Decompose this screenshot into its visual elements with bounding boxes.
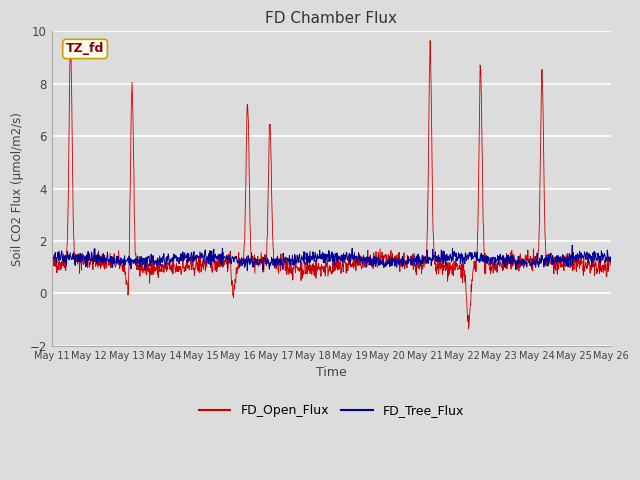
- Line: FD_Open_Flux: FD_Open_Flux: [52, 40, 611, 329]
- FD_Tree_Flux: [367, 254, 374, 260]
- Text: TZ_fd: TZ_fd: [66, 42, 104, 56]
- Legend: FD_Open_Flux, FD_Tree_Flux: FD_Open_Flux, FD_Tree_Flux: [194, 399, 469, 422]
- Title: FD Chamber Flux: FD Chamber Flux: [266, 11, 397, 26]
- FD_Open_Flux: [297, 277, 305, 283]
- FD_Tree_Flux: [307, 257, 315, 263]
- FD_Tree_Flux: [92, 255, 99, 261]
- FD_Open_Flux: [367, 252, 374, 258]
- FD_Tree_Flux: [48, 252, 56, 258]
- Line: FD_Tree_Flux: FD_Tree_Flux: [52, 245, 611, 271]
- FD_Open_Flux: [48, 259, 56, 265]
- FD_Open_Flux: [92, 264, 99, 269]
- FD_Open_Flux: [307, 267, 315, 273]
- FD_Open_Flux: [607, 263, 615, 269]
- FD_Tree_Flux: [297, 257, 305, 263]
- FD_Tree_Flux: [285, 252, 293, 258]
- FD_Tree_Flux: [607, 255, 615, 261]
- X-axis label: Time: Time: [316, 366, 347, 379]
- FD_Open_Flux: [67, 37, 74, 43]
- FD_Tree_Flux: [568, 242, 576, 248]
- FD_Open_Flux: [465, 326, 472, 332]
- FD_Open_Flux: [285, 264, 293, 269]
- Y-axis label: Soil CO2 Flux (μmol/m2/s): Soil CO2 Flux (μmol/m2/s): [11, 112, 24, 265]
- FD_Tree_Flux: [114, 253, 122, 259]
- FD_Tree_Flux: [243, 268, 251, 274]
- FD_Open_Flux: [115, 262, 122, 267]
